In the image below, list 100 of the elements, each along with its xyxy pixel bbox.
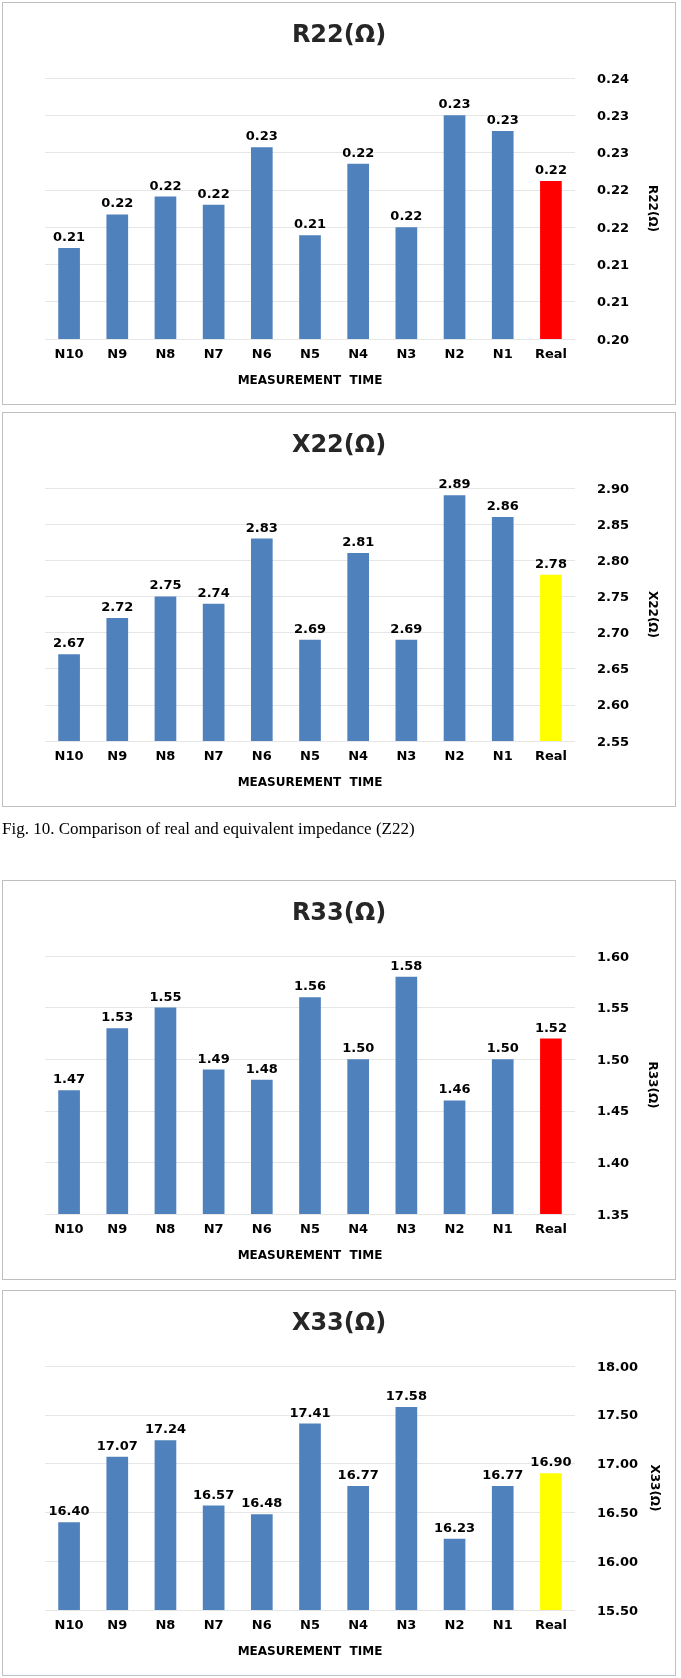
data-label: 0.21 — [53, 229, 86, 245]
x-tick-label: N5 — [300, 1221, 320, 1236]
y-tick-label: 2.65 — [597, 661, 630, 677]
data-label: 2.74 — [197, 584, 230, 600]
y-tick-label: 15.50 — [597, 1602, 639, 1618]
chart-title: X22(Ω) — [291, 430, 387, 458]
y-tick-label: 1.40 — [597, 1154, 630, 1170]
y-tick-label: 18.00 — [597, 1358, 639, 1374]
data-label: 2.75 — [149, 577, 182, 593]
data-label: 0.22 — [342, 144, 375, 160]
x-tick-label: N1 — [492, 748, 513, 763]
data-label: 16.23 — [433, 1519, 476, 1535]
data-label: 16.77 — [482, 1467, 524, 1483]
x-tick-label: N6 — [251, 1617, 272, 1632]
x-tick-label: N2 — [444, 1221, 465, 1236]
x-tick-label: N8 — [155, 748, 176, 763]
y-tick-label: 0.22 — [597, 182, 630, 198]
data-label: 2.86 — [486, 497, 519, 513]
x-tick-label: N8 — [155, 346, 176, 361]
data-label: 2.69 — [293, 620, 327, 636]
data-label: 16.57 — [193, 1486, 235, 1502]
data-label: 1.47 — [53, 1071, 86, 1087]
x-tick-label: N9 — [107, 1221, 128, 1236]
data-label: 1.55 — [149, 988, 182, 1004]
y-axis-title: X22(Ω) — [646, 590, 660, 639]
x-tick-label: N7 — [203, 748, 224, 763]
x-tick-label: N3 — [396, 748, 417, 763]
x-axis-title: MEASUREMENT TIME — [237, 373, 383, 387]
data-label: 1.52 — [534, 1019, 567, 1035]
x-tick-label: N8 — [155, 1617, 176, 1632]
x-tick-label: N8 — [155, 1221, 176, 1236]
y-tick-label: 0.21 — [597, 294, 630, 310]
x-tick-label: N9 — [107, 748, 128, 763]
x-tick-label: N9 — [107, 1617, 128, 1632]
x-tick-label: N4 — [348, 748, 369, 763]
chart-title: R33(Ω) — [291, 898, 387, 926]
y-tick-label: 1.45 — [597, 1103, 630, 1119]
x-tick-label: N1 — [492, 346, 513, 361]
y-tick-label: 17.50 — [597, 1407, 639, 1423]
y-tick-label: 0.22 — [597, 219, 630, 235]
y-tick-label: 0.21 — [597, 256, 630, 272]
x-tick-label: N1 — [492, 1221, 513, 1236]
x-tick-label: N1 — [492, 1617, 513, 1632]
y-tick-label: 1.35 — [597, 1206, 630, 1222]
data-label: 1.50 — [342, 1040, 375, 1056]
x-tick-label: N6 — [251, 346, 272, 361]
y-tick-label: 0.20 — [597, 331, 630, 347]
data-label: 2.69 — [390, 620, 423, 636]
y-axis-title: R33(Ω) — [646, 1061, 660, 1109]
y-axis-title: X33(Ω) — [648, 1464, 663, 1512]
x-tick-label: N10 — [54, 346, 84, 361]
x-tick-label: N10 — [54, 748, 84, 763]
data-label: 0.23 — [245, 128, 278, 144]
x-tick-label: Real — [534, 748, 567, 763]
data-label: 1.49 — [197, 1050, 230, 1066]
caption: Fig. 10. Comparison of real and equivalent impedance (Z22) — [2, 819, 415, 839]
data-label: 17.41 — [289, 1404, 331, 1420]
x-tick-label: Real — [534, 1221, 567, 1236]
x-tick-label: N7 — [203, 1617, 224, 1632]
data-label: 17.24 — [144, 1421, 187, 1437]
y-tick-label: 2.60 — [597, 697, 630, 713]
data-label: 16.77 — [337, 1467, 379, 1483]
data-label: 1.58 — [390, 957, 423, 973]
y-tick-label: 2.80 — [597, 552, 630, 568]
y-tick-label: 16.00 — [597, 1553, 639, 1569]
x-tick-label: N4 — [348, 1617, 369, 1632]
y-tick-label: 2.70 — [597, 625, 630, 641]
x-axis-title: MEASUREMENT TIME — [237, 1644, 383, 1658]
y-tick-label: 0.24 — [597, 70, 630, 86]
data-label: 2.83 — [245, 519, 278, 535]
data-label: 2.78 — [534, 555, 567, 571]
x-tick-label: N5 — [300, 1617, 320, 1632]
data-label: 17.07 — [96, 1437, 138, 1453]
data-label: 2.67 — [53, 635, 86, 651]
x-tick-label: N9 — [107, 346, 128, 361]
data-label: 17.58 — [385, 1387, 427, 1403]
x-tick-label: N5 — [300, 346, 320, 361]
x-tick-label: N4 — [348, 346, 369, 361]
data-label: 1.46 — [438, 1081, 471, 1097]
y-tick-label: 17.00 — [597, 1456, 639, 1472]
x-tick-label: N2 — [444, 346, 465, 361]
y-axis-title: R22(Ω) — [646, 184, 660, 233]
x-tick-label: N2 — [444, 748, 465, 763]
data-label: 16.40 — [48, 1503, 90, 1519]
y-tick-label: 1.60 — [597, 948, 630, 964]
y-tick-label: 2.85 — [597, 516, 630, 532]
y-tick-label: 1.55 — [597, 1000, 630, 1016]
y-tick-label: 1.50 — [597, 1051, 630, 1067]
y-tick-label: 2.90 — [597, 480, 630, 496]
x-axis-title: MEASUREMENT TIME — [237, 775, 383, 789]
data-label: 0.23 — [486, 111, 519, 127]
x-tick-label: N7 — [203, 1221, 224, 1236]
x-tick-label: N5 — [300, 748, 320, 763]
x-tick-label: N4 — [348, 1221, 369, 1236]
data-label: 1.53 — [101, 1009, 134, 1025]
chart-title: X33(Ω) — [291, 1308, 387, 1336]
data-label: 0.22 — [197, 185, 230, 201]
data-label: 16.90 — [530, 1454, 572, 1470]
y-tick-label: 2.55 — [597, 733, 630, 749]
x-tick-label: N3 — [396, 346, 417, 361]
